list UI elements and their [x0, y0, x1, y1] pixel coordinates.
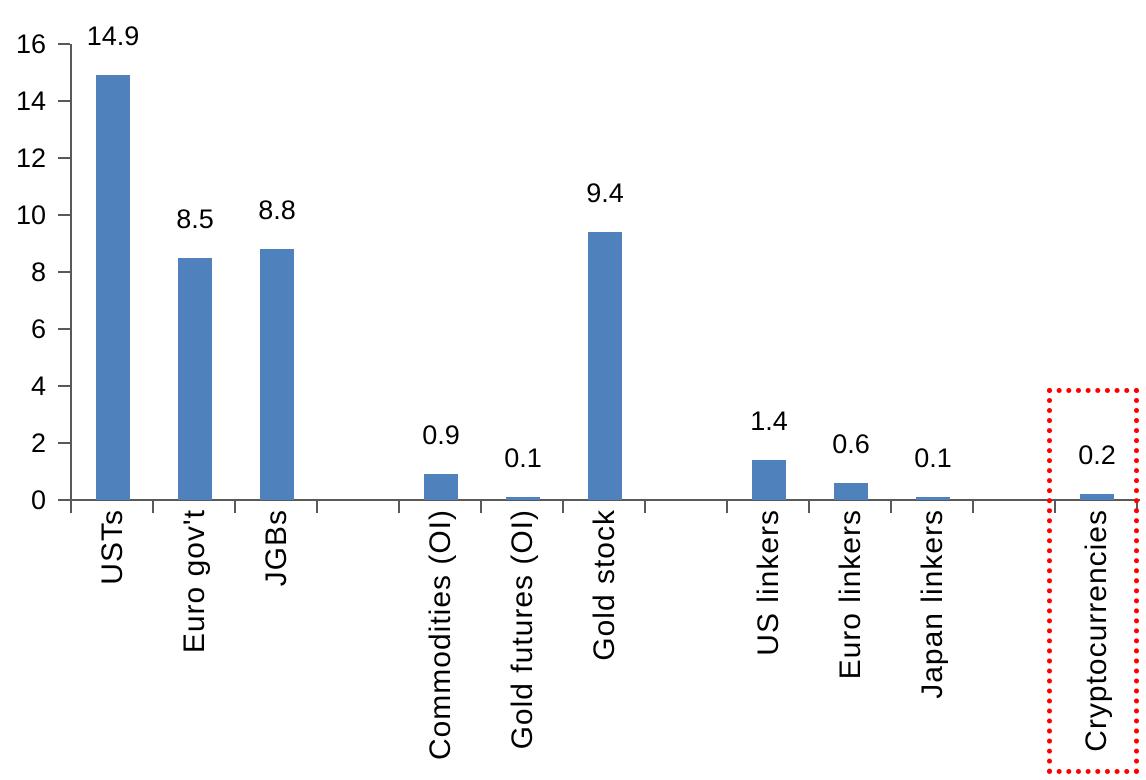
- category-label: Gold stock: [588, 509, 621, 661]
- bar-value-label: 1.4: [750, 406, 788, 437]
- x-tick: [890, 501, 892, 513]
- x-axis-line: [70, 499, 1140, 501]
- x-tick: [808, 501, 810, 513]
- bar: [834, 482, 868, 500]
- category-label: Commodities (OI): [424, 509, 457, 761]
- bar-value-label: 0.6: [832, 428, 870, 459]
- bar: [260, 249, 294, 500]
- y-tick-label: 16: [15, 29, 46, 59]
- category-label: JGBs: [260, 509, 293, 587]
- y-tick-label: 6: [30, 314, 46, 344]
- y-tick: [58, 385, 70, 387]
- y-tick: [58, 157, 70, 159]
- y-tick: [58, 271, 70, 273]
- y-tick: [58, 328, 70, 330]
- y-tick: [58, 100, 70, 102]
- bar-value-label: 0.1: [914, 443, 952, 474]
- bar: [1080, 494, 1114, 500]
- y-tick: [58, 442, 70, 444]
- category-label: Euro gov't: [178, 509, 211, 654]
- category-label: Japan linkers: [916, 509, 949, 699]
- bar-value-label: 14.9: [86, 21, 140, 52]
- y-tick-label: 4: [30, 371, 46, 401]
- bar-value-label: 8.8: [258, 195, 296, 226]
- x-tick: [70, 501, 72, 513]
- y-tick-label: 0: [30, 485, 46, 515]
- bar: [178, 257, 212, 500]
- y-tick: [58, 499, 70, 501]
- bar-value-label: 0.2: [1078, 440, 1116, 471]
- y-tick-label: 12: [15, 143, 46, 173]
- x-tick: [398, 501, 400, 513]
- y-tick-label: 10: [15, 200, 46, 230]
- x-tick: [726, 501, 728, 513]
- category-label: Gold futures (OI): [506, 509, 539, 750]
- bar: [96, 75, 130, 500]
- category-label: USTs: [96, 509, 129, 585]
- y-tick: [58, 214, 70, 216]
- x-tick: [972, 501, 974, 513]
- bar: [424, 474, 458, 500]
- bar-value-label: 9.4: [586, 178, 624, 209]
- x-tick: [152, 501, 154, 513]
- y-tick-label: 8: [30, 257, 46, 287]
- x-tick: [480, 501, 482, 513]
- bar-value-label: 8.5: [176, 203, 214, 234]
- category-label: US linkers: [752, 509, 785, 656]
- x-tick: [234, 501, 236, 513]
- bar: [752, 460, 786, 500]
- x-tick: [644, 501, 646, 513]
- x-tick: [1054, 501, 1056, 513]
- y-axis-line: [70, 44, 72, 502]
- category-label: Euro linkers: [834, 509, 867, 680]
- y-tick-label: 14: [15, 86, 46, 116]
- x-tick: [562, 501, 564, 513]
- bar-value-label: 0.1: [504, 443, 542, 474]
- x-tick: [316, 501, 318, 513]
- bar: [588, 232, 622, 500]
- bar: [916, 497, 950, 500]
- bar-value-label: 0.9: [422, 420, 460, 451]
- x-tick: [1136, 501, 1138, 513]
- bar: [506, 497, 540, 500]
- category-label: Cryptocurrencies: [1080, 509, 1113, 752]
- y-tick-label: 2: [30, 428, 46, 458]
- y-tick: [58, 43, 70, 45]
